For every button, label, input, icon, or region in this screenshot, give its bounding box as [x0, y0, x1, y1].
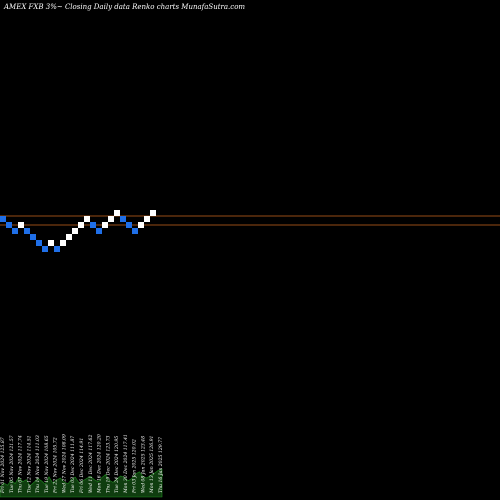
renko-brick-25 [150, 210, 156, 216]
date-label-5: Tue 19 Nov 2024 108.65 [44, 435, 50, 493]
renko-brick-1 [6, 222, 12, 228]
renko-brick-10 [60, 240, 66, 246]
date-label-11: Mon 16 Dec 2024 120.20 [97, 434, 103, 494]
renko-brick-3 [18, 222, 24, 228]
renko-brick-0 [0, 216, 6, 222]
date-label-18: Thu 16 Jan 2025 129.77 [158, 437, 164, 493]
date-label-13: Tue 24 Dec 2024 120.95 [114, 436, 120, 493]
date-label-1: Tue 05 Nov 2024 121.57 [9, 435, 15, 493]
date-label-9: Fri 06 Dec 2024 114.91 [79, 438, 85, 494]
date-label-6: Fri 22 Nov 2024 105.72 [53, 437, 59, 494]
renko-brick-24 [144, 216, 150, 222]
renko-brick-16 [96, 228, 102, 234]
renko-brick-2 [12, 228, 18, 234]
date-label-14: Mon 30 Dec 2024 117.41 [123, 434, 129, 494]
renko-brick-7 [42, 246, 48, 252]
date-label-4: Thu 14 Nov 2024 111.03 [35, 435, 41, 493]
volume-area [0, 468, 163, 498]
renko-brick-6 [36, 240, 42, 246]
renko-brick-12 [72, 228, 78, 234]
renko-brick-15 [90, 222, 96, 228]
date-label-7: Wed 27 Nov 2024 108.09 [61, 434, 67, 493]
date-label-10: Wed 11 Dec 2024 117.62 [88, 435, 94, 494]
renko-brick-11 [66, 234, 72, 240]
date-label-8: Tue 03 Dec 2024 111.87 [70, 436, 76, 493]
chart-title: AMEX FXB 3%~ Closing Daily data Renko ch… [3, 3, 245, 11]
date-label-16: Wed 08 Jan 2025 123.48 [140, 436, 146, 493]
renko-brick-5 [30, 234, 36, 240]
renko-bricks [0, 210, 156, 252]
renko-brick-4 [24, 228, 30, 234]
renko-brick-23 [138, 222, 144, 228]
renko-brick-8 [48, 240, 54, 246]
renko-brick-20 [120, 216, 126, 222]
date-label-2: Thu 07 Nov 2024 117.74 [18, 435, 24, 493]
renko-brick-14 [84, 216, 90, 222]
renko-brick-9 [54, 246, 60, 252]
date-label-0: Fri 01 Nov 2024 125.87 [0, 437, 6, 494]
renko-brick-19 [114, 210, 120, 216]
renko-brick-17 [102, 222, 108, 228]
renko-brick-18 [108, 216, 114, 222]
date-label-17: Mon 13 Jan 2025 126.91 [149, 435, 155, 493]
renko-brick-13 [78, 222, 84, 228]
date-label-15: Fri 03 Jan 2025 120.02 [132, 439, 138, 494]
volume-polygon [0, 468, 163, 498]
date-label-3: Tue 12 Nov 2024 114.51 [26, 435, 32, 493]
date-label-12: Thu 19 Dec 2024 123.73 [105, 435, 111, 492]
renko-brick-22 [132, 228, 138, 234]
date-labels: Fri 01 Nov 2024 125.87 Tue 05 Nov 2024 12… [0, 434, 164, 494]
renko-brick-21 [126, 222, 132, 228]
